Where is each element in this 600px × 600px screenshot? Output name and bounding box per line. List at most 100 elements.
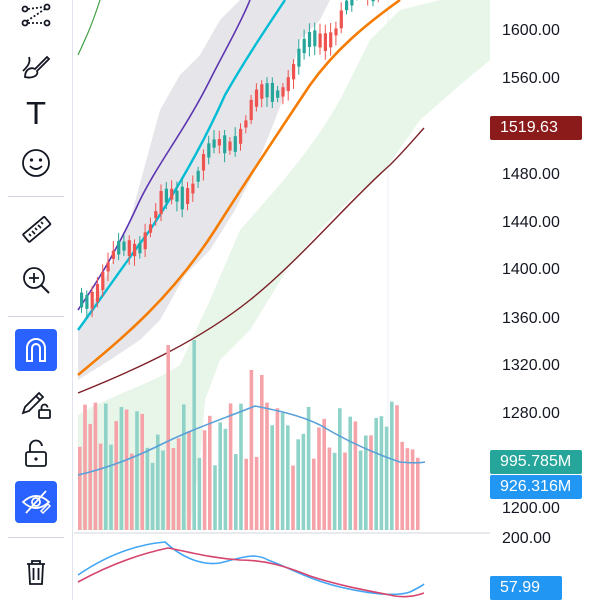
volume-bar [234,454,238,530]
zoom-in-tool-icon [23,267,50,294]
candle-body [329,32,333,48]
candle-body [265,83,269,98]
candle-body [334,28,338,36]
price-axis-label: 1400.00 [502,261,560,278]
candle-body [276,90,280,98]
toolbar-divider [8,196,64,197]
volume-bar [166,345,170,530]
magnet-tool-button[interactable] [15,329,57,371]
volume-bar [114,421,118,530]
candle-body [345,0,349,11]
magnet-tool-icon [26,338,46,362]
volume-bar [343,452,347,530]
candle-body [228,141,232,151]
candle-body [249,99,253,121]
oscillator-value-badge: 57.99 [490,576,562,600]
volume-bar [286,425,290,530]
volume-bar [228,403,233,530]
price-axis-label: 1600.00 [502,22,560,39]
volume-bar [88,423,92,530]
candle-body [217,138,221,146]
candlesticks [80,0,379,319]
volume-bar [98,443,103,530]
text-tool-button[interactable]: T [12,90,60,138]
candle-body [323,33,327,52]
volume-bar [249,370,254,530]
price-axis-label: 1320.00 [502,357,560,374]
volume-bar [93,402,98,530]
candle-body [143,232,147,250]
lock-drawing-tool-icon [21,391,51,419]
price-axis-label: 1200.00 [502,500,560,517]
ruler-tool-button[interactable] [12,206,60,254]
volume-bar [322,418,326,530]
zoom-in-tool-button[interactable] [12,256,60,304]
volume-bar [317,427,321,530]
price-axis-label: 1440.00 [502,214,560,231]
ruler-tool-icon [22,216,52,243]
unlock-tool-button[interactable] [12,430,60,478]
oscillator-axis-label: 200.00 [502,530,551,547]
candle-body [186,188,190,205]
candle-body [286,77,290,92]
volume-bar [338,408,342,530]
candle-body [159,191,163,215]
volume-bar [410,449,415,530]
volume-bar [379,416,384,530]
volume-value-badge: 995.785M [490,450,582,474]
candle-body [90,291,94,309]
trash-tool-icon [27,560,45,585]
volume-bar [119,407,124,530]
volume-bar [135,411,139,530]
ichimoku-cloud [78,0,490,530]
brush-tool-icon [22,55,51,79]
candle-body [127,240,131,257]
volume-bar [400,441,404,530]
volume-bar [187,431,191,530]
volume-bar [364,435,368,530]
ma-orange-line [77,0,401,376]
candle-body [207,143,211,158]
candle-body [175,190,179,202]
candle-body [106,262,110,272]
volume-bar [395,405,399,530]
volume-bar [208,415,212,530]
volume-bar [192,340,196,530]
brush-tool-button[interactable] [12,42,60,90]
toolbar-divider [8,537,64,538]
candle-body [371,0,375,2]
candle-body [201,153,206,171]
volume-bar [156,434,160,530]
candle-body [260,84,264,99]
volume-bar [130,453,134,530]
volume-bar [332,452,337,530]
candle-body [138,243,142,254]
volume-ma-badge: 926.316M [490,475,582,499]
pattern-tool-button[interactable] [12,0,60,40]
volume-bar [161,450,165,530]
volume-bar [218,422,222,530]
volume-bar [213,465,217,530]
volume-bar [416,457,420,530]
candle-body [122,241,126,251]
trash-tool-button[interactable] [12,548,60,596]
candle-body [233,136,237,152]
candle-body [223,135,227,154]
candle-body [164,188,168,203]
candle-body [313,30,317,47]
pattern-tool-icon [21,3,51,27]
lock-drawing-tool-button[interactable] [12,380,60,428]
emoji-tool-button[interactable] [12,139,60,187]
hide-drawings-tool-button[interactable] [15,481,57,523]
candle-body [292,63,296,80]
volume-bar [384,426,389,530]
volume-bar [239,403,243,530]
candle-body [148,224,153,233]
volume-bar [296,439,300,530]
volume-bar [109,444,113,530]
oscillator-blue-line [77,541,425,596]
oscillator-value: 57.99 [500,579,541,596]
candle-body [339,10,343,29]
price-chart[interactable] [74,0,600,600]
last-price-badge: 1519.63 [490,116,582,140]
